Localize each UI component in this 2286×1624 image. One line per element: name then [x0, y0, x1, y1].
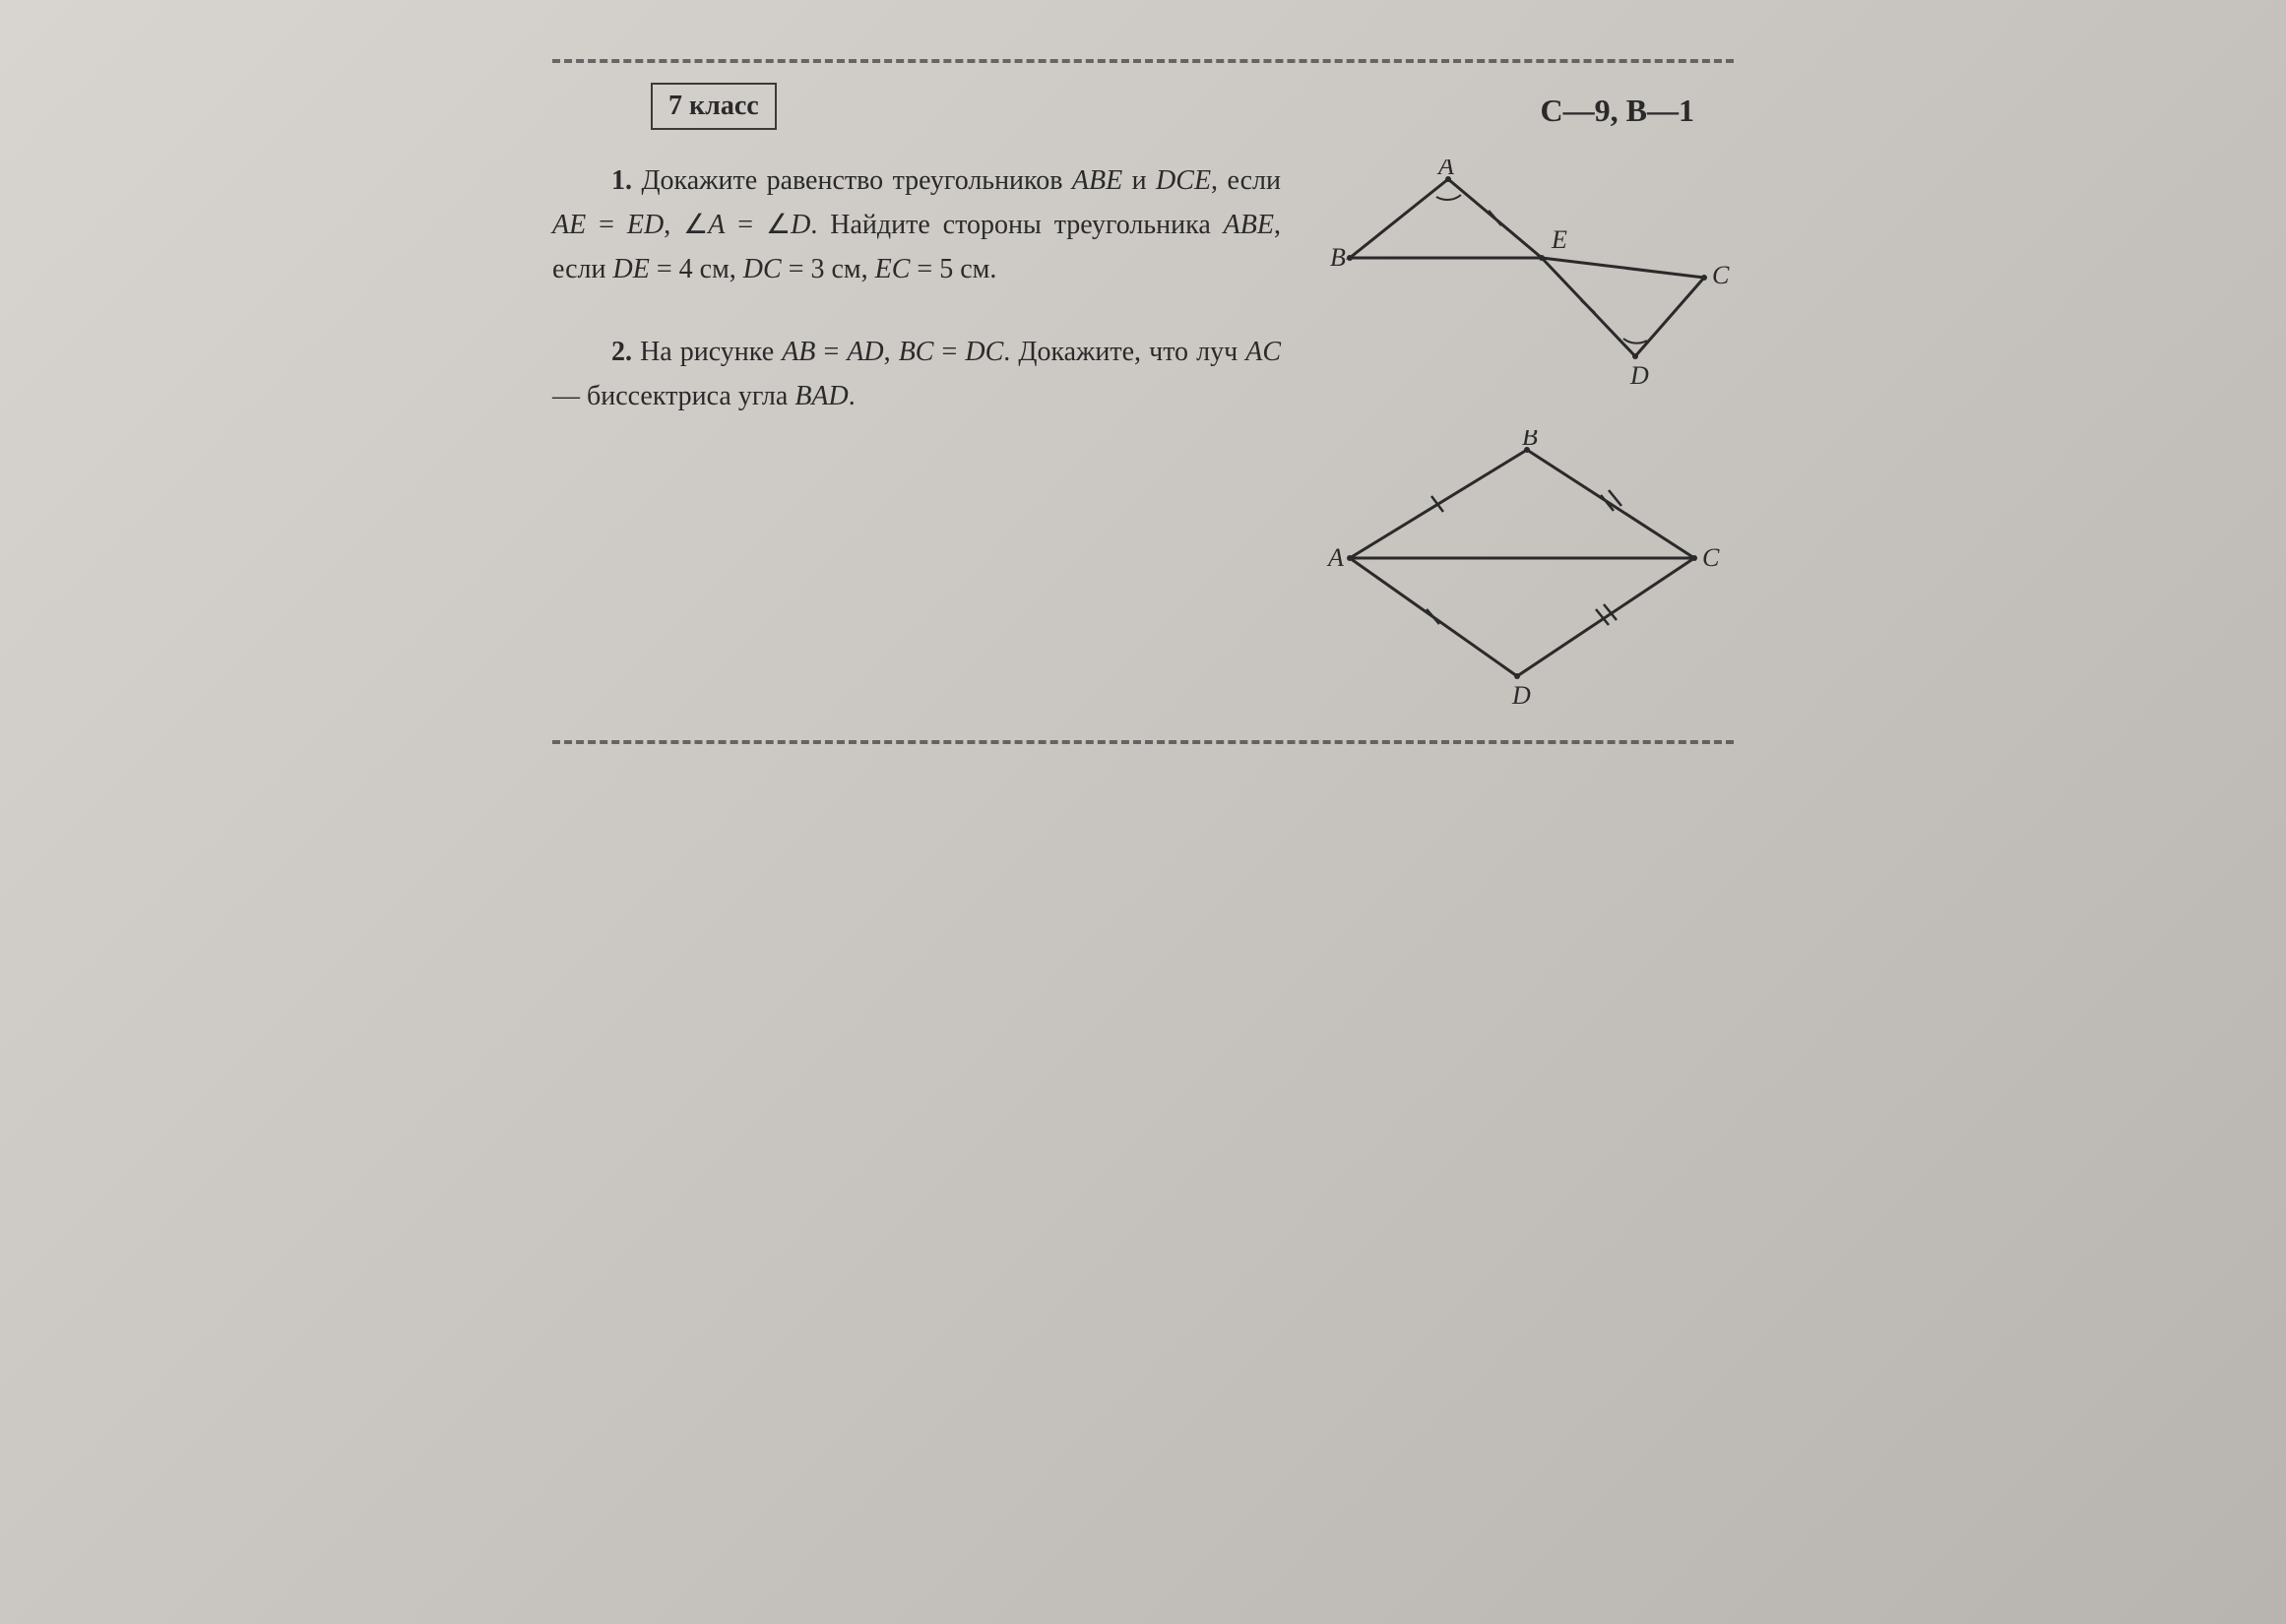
problems-text: 1. Докажите равенство треугольников ABE … — [552, 159, 1281, 720]
figure-2-svg: A B C D — [1320, 430, 1734, 716]
problem-1-text: Докажите равенство треугольников ABE и D… — [552, 165, 1281, 284]
label-a: A — [1436, 159, 1454, 180]
header-row: 7 класс С—9, В—1 — [552, 83, 1734, 140]
bottom-dashed-rule — [552, 740, 1734, 744]
point-b — [1347, 255, 1353, 261]
grade-box: 7 класс — [651, 83, 777, 130]
point-d2 — [1514, 673, 1520, 679]
label-d: D — [1629, 361, 1649, 390]
angle-arc-d — [1623, 339, 1647, 344]
triangle-dce — [1542, 258, 1704, 356]
point-e — [1539, 255, 1545, 261]
kite-abcd — [1350, 450, 1694, 676]
problem-2: 2. На рисунке AB = AD, BC = DC. Докажите… — [552, 331, 1281, 419]
point-a2 — [1347, 555, 1353, 561]
figure-2: A B C D — [1320, 430, 1734, 720]
label-b: B — [1330, 243, 1346, 272]
point-c — [1701, 275, 1707, 281]
tick-ab — [1431, 496, 1443, 512]
tick-ae — [1489, 211, 1501, 225]
label-e: E — [1551, 225, 1567, 254]
figure-1-svg: A B E C D — [1320, 159, 1734, 396]
problem-2-number: 2. — [611, 337, 632, 367]
figures-area: A B E C D — [1320, 159, 1734, 720]
label-a2: A — [1326, 543, 1344, 572]
tick-ed — [1581, 300, 1595, 313]
problem-1: 1. Докажите равенство треугольников ABE … — [552, 159, 1281, 291]
problem-1-number: 1. — [611, 165, 632, 196]
point-c2 — [1691, 555, 1697, 561]
triangle-abe — [1350, 179, 1542, 258]
top-dashed-rule — [552, 59, 1734, 63]
label-d2: D — [1511, 681, 1531, 710]
problems-area: 1. Докажите равенство треугольников ABE … — [552, 159, 1734, 720]
label-b2: B — [1522, 430, 1538, 451]
label-c2: C — [1702, 543, 1720, 572]
page-container: 7 класс С—9, В—1 1. Докажите равенство т… — [552, 59, 1734, 744]
figure-1: A B E C D — [1320, 159, 1734, 401]
tick-ad — [1427, 609, 1439, 624]
problem-2-text: На рисунке AB = AD, BC = DC. Докажите, ч… — [552, 337, 1281, 411]
variant-label: С—9, В—1 — [1541, 93, 1694, 129]
angle-arc-a — [1436, 195, 1461, 200]
point-d — [1632, 353, 1638, 359]
label-c: C — [1712, 261, 1730, 289]
